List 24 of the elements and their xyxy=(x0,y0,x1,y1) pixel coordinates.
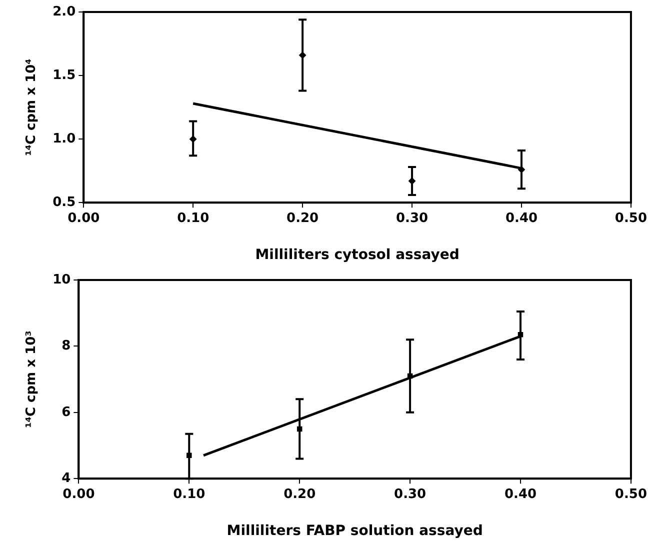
x-tick-label: 0.40 xyxy=(505,210,538,226)
x-tick-label: 0.10 xyxy=(173,486,206,502)
x-tick-label: 0.10 xyxy=(177,210,210,226)
y-tick-label: 10 xyxy=(52,272,71,288)
x-tick-label: 0.20 xyxy=(284,486,316,502)
x-tick-label: 0.50 xyxy=(614,210,647,226)
y-axis-title: ¹⁴C cpm x 10⁴ xyxy=(24,58,40,156)
y-tick-label: 6 xyxy=(62,404,71,420)
y-tick-label: 1.5 xyxy=(52,68,76,83)
y-tick-label: 0.5 xyxy=(52,194,76,210)
x-tick-label: 0.30 xyxy=(394,486,426,502)
y-tick-label: 2.0 xyxy=(52,4,76,20)
y-axis-title: ¹⁴C cpm x 10³ xyxy=(24,330,40,428)
x-tick-label: 0.20 xyxy=(286,210,319,226)
x-axis-title: Milliliters FABP solution assayed xyxy=(226,523,483,540)
x-axis-title: Milliliters cytosol assayed xyxy=(255,247,460,264)
x-tick-label: 0.50 xyxy=(614,486,647,502)
y-tick-label: 4 xyxy=(62,470,71,486)
y-tick-label: 1.0 xyxy=(52,131,76,146)
x-tick-label: 0.00 xyxy=(62,486,95,502)
x-tick-label: 0.30 xyxy=(396,210,428,226)
x-tick-label: 0.40 xyxy=(504,486,537,502)
x-tick-label: 0.00 xyxy=(68,210,100,226)
y-tick-label: 8 xyxy=(62,338,71,354)
